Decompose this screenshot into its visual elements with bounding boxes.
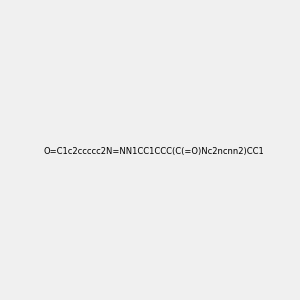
Text: O=C1c2ccccc2N=NN1CC1CCC(C(=O)Nc2ncnn2)CC1: O=C1c2ccccc2N=NN1CC1CCC(C(=O)Nc2ncnn2)CC… xyxy=(44,147,264,156)
